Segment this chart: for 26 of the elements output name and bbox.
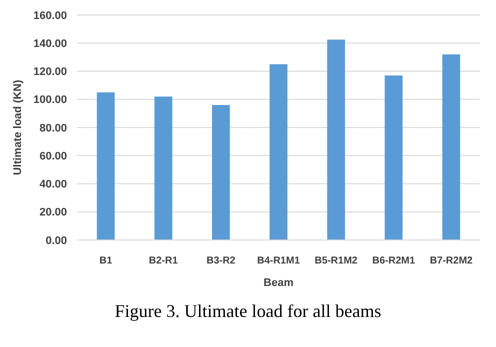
bar (96, 92, 115, 240)
x-tick-label: B3-R2 (206, 256, 236, 266)
y-axis-title: Ultimate load (KN) (12, 80, 24, 176)
y-tick-label: 0.00 (46, 234, 67, 247)
x-tick-label: B2-R1 (148, 256, 178, 266)
bar (327, 40, 345, 240)
bar (384, 75, 403, 240)
y-tick-label: 120.00 (33, 66, 67, 78)
x-tick-label: B1 (99, 256, 113, 266)
bar (270, 64, 288, 240)
x-tick-label: B5-R1M2 (314, 256, 358, 266)
x-tick-label: B6-R2M1 (372, 256, 416, 266)
bar (212, 105, 230, 240)
x-tick-label: B7-R2M2 (430, 256, 474, 266)
y-tick-label: 80.00 (39, 122, 67, 134)
x-tick-label: B4-R1M1 (257, 256, 300, 266)
x-axis-title: Beam (264, 276, 294, 289)
y-tick-label: 20.00 (39, 206, 67, 219)
bar (442, 54, 460, 240)
y-tick-label: 160.00 (33, 10, 67, 22)
text: Figure 3. Ultimate load for all beams (114, 301, 382, 321)
y-tick-label: 40.00 (39, 178, 67, 191)
bar (154, 96, 172, 240)
y-tick-label: 100.00 (33, 94, 67, 106)
y-tick-label: 60.00 (39, 150, 67, 162)
y-tick-label: 140.00 (33, 38, 67, 50)
